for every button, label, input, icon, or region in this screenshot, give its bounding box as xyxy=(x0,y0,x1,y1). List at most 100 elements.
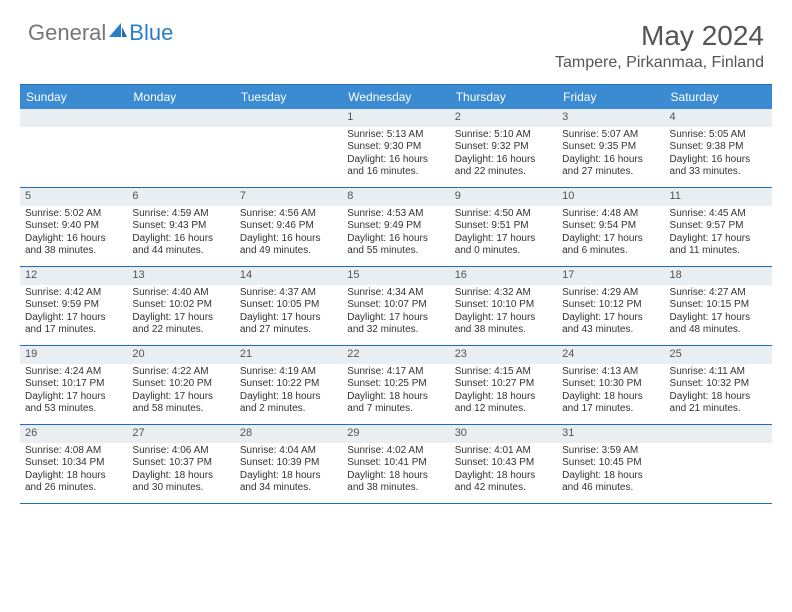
sunset-line: Sunset: 10:41 PM xyxy=(347,457,444,470)
daylight-line: Daylight: 17 hours and 43 minutes. xyxy=(562,312,659,337)
day-number: 1 xyxy=(342,109,449,127)
sunrise-line: Sunrise: 5:07 AM xyxy=(562,129,659,142)
dow-cell: Friday xyxy=(557,85,664,109)
day-cell: 27 Sunrise: 4:06 AMSunset: 10:37 PMDaylig… xyxy=(127,425,234,503)
day-number: 20 xyxy=(127,346,234,364)
day-cell: 9Sunrise: 4:50 AMSunset: 9:51 PMDaylight… xyxy=(450,188,557,266)
day-number: 29 xyxy=(342,425,449,443)
sunrise-line: Sunrise: 5:05 AM xyxy=(670,129,767,142)
sunrise-line: Sunrise: 5:10 AM xyxy=(455,129,552,142)
dow-cell: Wednesday xyxy=(342,85,449,109)
daylight-line: Daylight: 17 hours and 53 minutes. xyxy=(25,391,122,416)
sunrise-line: Sunrise: 4:45 AM xyxy=(670,208,767,221)
day-number: 22 xyxy=(342,346,449,364)
daylight-line: Daylight: 18 hours and 30 minutes. xyxy=(132,470,229,495)
day-number: 27 xyxy=(127,425,234,443)
week-row: 1Sunrise: 5:13 AMSunset: 9:30 PMDaylight… xyxy=(20,109,772,188)
day-cell: 20Sunrise: 4:22 AMSunset: 10:20 PMDaylig… xyxy=(127,346,234,424)
day-cell: 6Sunrise: 4:59 AMSunset: 9:43 PMDaylight… xyxy=(127,188,234,266)
day-number xyxy=(235,109,342,127)
sunset-line: Sunset: 10:20 PM xyxy=(132,378,229,391)
day-number: 24 xyxy=(557,346,664,364)
day-number: 11 xyxy=(665,188,772,206)
day-cell: 29Sunrise: 4:02 AMSunset: 10:41 PMDaylig… xyxy=(342,425,449,503)
sunrise-line: Sunrise: 4:34 AM xyxy=(347,287,444,300)
day-number: 5 xyxy=(20,188,127,206)
daylight-line: Daylight: 17 hours and 27 minutes. xyxy=(240,312,337,337)
dow-cell: Thursday xyxy=(450,85,557,109)
sunrise-line: Sunrise: 4:59 AM xyxy=(132,208,229,221)
daylight-line: Daylight: 17 hours and 6 minutes. xyxy=(562,233,659,258)
daylight-line: Daylight: 16 hours and 44 minutes. xyxy=(132,233,229,258)
daylight-line: Daylight: 16 hours and 16 minutes. xyxy=(347,154,444,179)
day-number: 13 xyxy=(127,267,234,285)
day-cell: 11Sunrise: 4:45 AMSunset: 9:57 PMDayligh… xyxy=(665,188,772,266)
daylight-line: Daylight: 16 hours and 49 minutes. xyxy=(240,233,337,258)
day-number: 31 xyxy=(557,425,664,443)
sunset-line: Sunset: 9:57 PM xyxy=(670,220,767,233)
day-cell: 21Sunrise: 4:19 AMSunset: 10:22 PMDaylig… xyxy=(235,346,342,424)
sunset-line: Sunset: 9:54 PM xyxy=(562,220,659,233)
daylight-line: Daylight: 17 hours and 0 minutes. xyxy=(455,233,552,258)
empty-day-cell xyxy=(127,109,234,187)
day-of-week-header: SundayMondayTuesdayWednesdayThursdayFrid… xyxy=(20,85,772,109)
daylight-line: Daylight: 16 hours and 27 minutes. xyxy=(562,154,659,179)
sunrise-line: Sunrise: 4:13 AM xyxy=(562,366,659,379)
day-cell: 5Sunrise: 5:02 AMSunset: 9:40 PMDaylight… xyxy=(20,188,127,266)
week-row: 19Sunrise: 4:24 AMSunset: 10:17 PMDaylig… xyxy=(20,346,772,425)
daylight-line: Daylight: 18 hours and 34 minutes. xyxy=(240,470,337,495)
calendar: SundayMondayTuesdayWednesdayThursdayFrid… xyxy=(20,84,772,504)
location-subtitle: Tampere, Pirkanmaa, Finland xyxy=(555,54,764,72)
sunset-line: Sunset: 9:51 PM xyxy=(455,220,552,233)
day-number: 17 xyxy=(557,267,664,285)
daylight-line: Daylight: 18 hours and 42 minutes. xyxy=(455,470,552,495)
day-number: 15 xyxy=(342,267,449,285)
sunrise-line: Sunrise: 4:01 AM xyxy=(455,445,552,458)
sunset-line: Sunset: 9:30 PM xyxy=(347,141,444,154)
sunset-line: Sunset: 9:59 PM xyxy=(25,299,122,312)
header: General Blue May 2024 Tampere, Pirkanmaa… xyxy=(0,0,792,78)
day-number: 28 xyxy=(235,425,342,443)
day-cell: 8Sunrise: 4:53 AMSunset: 9:49 PMDaylight… xyxy=(342,188,449,266)
day-cell: 24Sunrise: 4:13 AMSunset: 10:30 PMDaylig… xyxy=(557,346,664,424)
daylight-line: Daylight: 17 hours and 38 minutes. xyxy=(455,312,552,337)
sunrise-line: Sunrise: 4:32 AM xyxy=(455,287,552,300)
day-number: 26 xyxy=(20,425,127,443)
sunrise-line: Sunrise: 4:48 AM xyxy=(562,208,659,221)
day-cell: 15Sunrise: 4:34 AMSunset: 10:07 PMDaylig… xyxy=(342,267,449,345)
day-cell: 7Sunrise: 4:56 AMSunset: 9:46 PMDaylight… xyxy=(235,188,342,266)
sunset-line: Sunset: 10:22 PM xyxy=(240,378,337,391)
sunrise-line: Sunrise: 4:53 AM xyxy=(347,208,444,221)
daylight-line: Daylight: 18 hours and 12 minutes. xyxy=(455,391,552,416)
sunset-line: Sunset: 10:37 PM xyxy=(132,457,229,470)
dow-cell: Saturday xyxy=(665,85,772,109)
day-number: 25 xyxy=(665,346,772,364)
daylight-line: Daylight: 18 hours and 46 minutes. xyxy=(562,470,659,495)
day-cell: 3Sunrise: 5:07 AMSunset: 9:35 PMDaylight… xyxy=(557,109,664,187)
sunset-line: Sunset: 10:17 PM xyxy=(25,378,122,391)
day-cell: 19Sunrise: 4:24 AMSunset: 10:17 PMDaylig… xyxy=(20,346,127,424)
sunset-line: Sunset: 9:49 PM xyxy=(347,220,444,233)
day-cell: 30Sunrise: 4:01 AMSunset: 10:43 PMDaylig… xyxy=(450,425,557,503)
day-number: 10 xyxy=(557,188,664,206)
day-number: 14 xyxy=(235,267,342,285)
sunset-line: Sunset: 10:45 PM xyxy=(562,457,659,470)
sunset-line: Sunset: 10:02 PM xyxy=(132,299,229,312)
dow-cell: Monday xyxy=(127,85,234,109)
empty-day-cell xyxy=(20,109,127,187)
sunrise-line: Sunrise: 4:27 AM xyxy=(670,287,767,300)
logo-sail-icon xyxy=(109,23,127,37)
sunset-line: Sunset: 10:34 PM xyxy=(25,457,122,470)
day-number xyxy=(20,109,127,127)
day-number: 9 xyxy=(450,188,557,206)
sunset-line: Sunset: 10:27 PM xyxy=(455,378,552,391)
day-number: 19 xyxy=(20,346,127,364)
day-number: 7 xyxy=(235,188,342,206)
day-cell: 14Sunrise: 4:37 AMSunset: 10:05 PMDaylig… xyxy=(235,267,342,345)
logo: General Blue xyxy=(28,20,173,46)
sunrise-line: Sunrise: 4:06 AM xyxy=(132,445,229,458)
sunrise-line: Sunrise: 4:37 AM xyxy=(240,287,337,300)
daylight-line: Daylight: 18 hours and 2 minutes. xyxy=(240,391,337,416)
day-number xyxy=(127,109,234,127)
sunset-line: Sunset: 9:38 PM xyxy=(670,141,767,154)
